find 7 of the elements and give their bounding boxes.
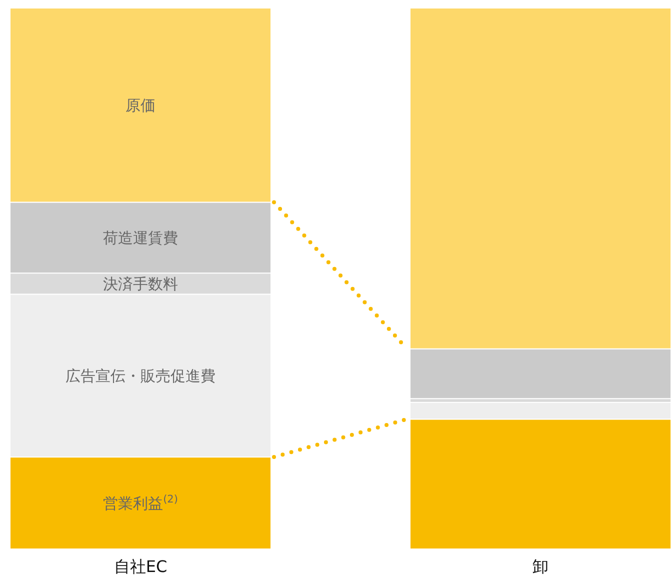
x-tick-label: 卸 bbox=[532, 557, 548, 576]
series-label: 決済手数料 bbox=[103, 274, 178, 293]
x-tick-label: 自社EC bbox=[114, 557, 168, 576]
series-label: 原価 bbox=[126, 96, 156, 114]
series-label: 広告宣伝・販売促進費 bbox=[66, 366, 216, 385]
series-label: 営業利益$^{(2)}$ bbox=[103, 493, 178, 512]
series-label: 荷造運賃費 bbox=[103, 228, 178, 247]
